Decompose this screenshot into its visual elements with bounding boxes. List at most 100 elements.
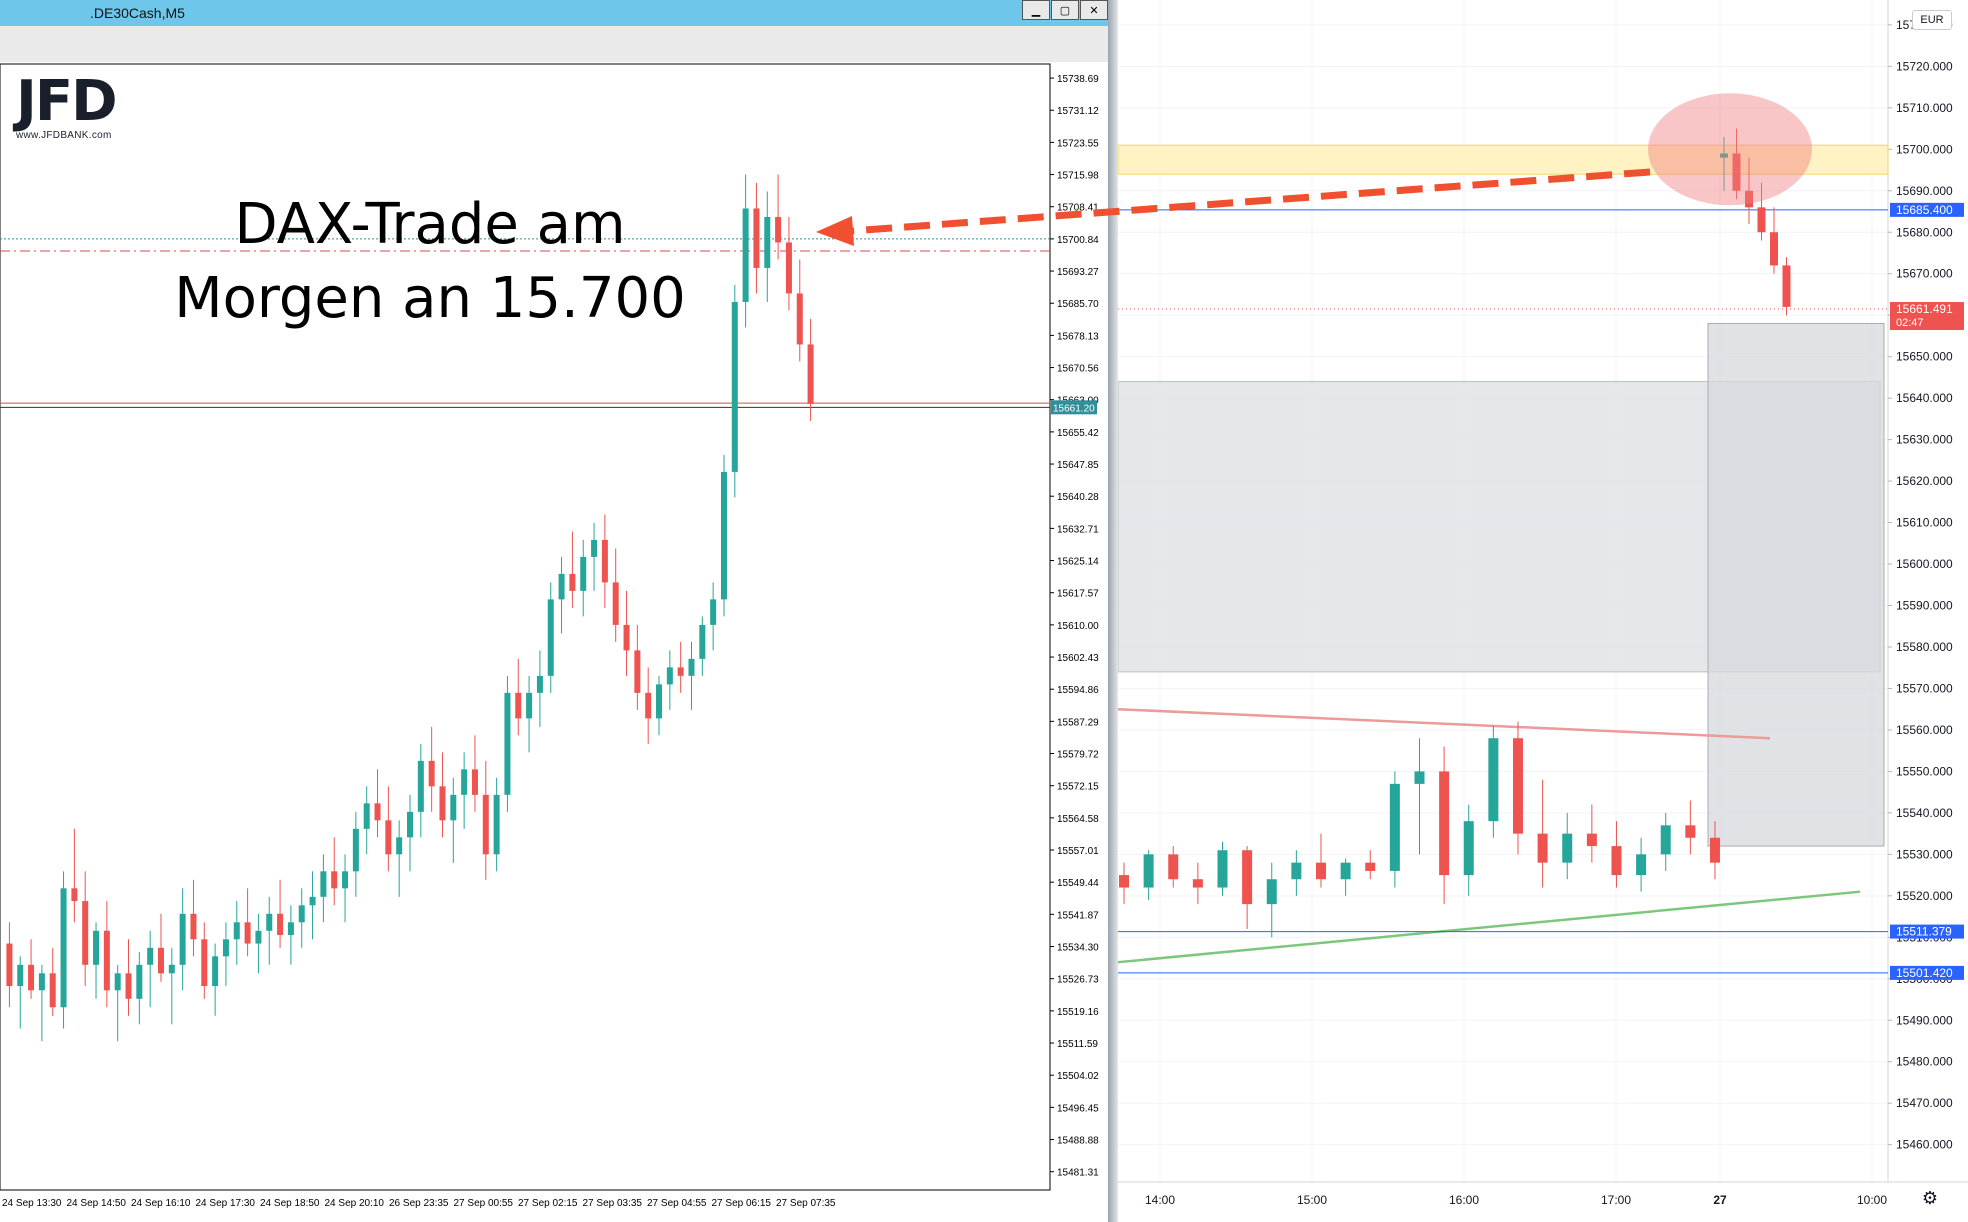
y-tick-label: 15570.000 [1896,681,1953,695]
y-tick-label: 15541.87 [1057,910,1099,921]
price-badge-15685: 15685.400 [1896,203,1953,217]
candle-body [1242,850,1253,905]
y-tick-label: 15640.28 [1057,492,1099,503]
y-tick-label: 15511.59 [1057,1039,1098,1050]
y-tick-label: 15530.000 [1896,847,1953,861]
candle-body [580,556,587,591]
y-tick-label: 15690.000 [1896,184,1953,198]
minimize-button[interactable]: ▁ [1022,0,1050,20]
candle-body [1685,825,1696,838]
candle-body [147,947,154,965]
price-badge-bg [1051,400,1097,415]
price-badge: 15661.20 [1053,403,1095,414]
y-tick-label: 15480.000 [1896,1055,1953,1069]
logo-url: www.JFDBANK.com [16,130,112,141]
x-tick-label: 14:00 [1145,1193,1175,1207]
x-tick-label: 24 Sep 17:30 [196,1198,256,1209]
candle-body [1636,854,1647,876]
y-tick-label: 15700.84 [1057,235,1099,246]
maximize-button[interactable]: ▢ [1051,0,1079,20]
candle-body [731,301,738,472]
y-tick-label: 15481.31 [1057,1168,1099,1179]
logo-text: JFD [16,69,118,134]
candle-body [645,692,652,719]
y-tick-label: 15632.71 [1057,524,1099,535]
candle-body [742,208,749,302]
candle-body [634,650,641,693]
y-tick-label: 15557.01 [1057,846,1099,857]
y-tick-label: 15488.88 [1057,1136,1099,1147]
candle-body [1611,846,1622,876]
y-tick-label: 15710.000 [1896,101,1953,115]
close-button[interactable]: ✕ [1080,0,1108,20]
candle-body [699,624,706,659]
candle-body [60,888,67,1008]
gear-icon[interactable]: ⚙ [1921,1188,1938,1208]
window-titlebar[interactable]: .DE30Cash,M5 ▁ ▢ ✕ [0,0,1108,26]
price-badge-15511: 15511.379 [1896,925,1952,939]
candle-body [266,913,273,931]
y-tick-label: 15519.16 [1057,1007,1099,1018]
candle-body [1217,850,1228,888]
candle-body [569,573,576,591]
y-tick-label: 15560.000 [1896,723,1953,737]
candle-body [114,973,121,991]
y-tick-label: 15572.15 [1057,782,1099,793]
candle-body [1660,825,1671,855]
candle-body [1586,833,1597,847]
candle-body [1389,783,1400,871]
annotation-line-1: DAX-Trade am [234,192,626,257]
y-tick-label: 15647.85 [1057,460,1099,471]
y-tick-label: 15549.44 [1057,878,1099,889]
x-tick-label: 27 Sep 04:55 [647,1198,707,1209]
candle-body [623,624,630,651]
y-tick-label: 15594.86 [1057,685,1099,696]
x-tick-label: 26 Sep 23:35 [389,1198,449,1209]
candle-body [298,905,305,923]
candle-body [471,769,478,795]
candle-body [71,888,78,902]
right-candlestick-chart[interactable]: 15730.00015720.00015710.00015700.0001569… [1108,0,1968,1222]
annotation-line-2: Morgen an 15.700 [174,266,686,331]
candle-body [1537,833,1548,863]
y-tick-label: 15715.98 [1057,171,1099,182]
left-candlestick-chart[interactable]: 15738.69 15731.12 15723.55 15715.98 15708.41… [0,0,1108,1222]
candle-body [591,539,598,557]
candle-body [1720,153,1728,158]
y-tick-label: 15617.57 [1057,589,1099,600]
candle-body [320,871,327,897]
price-badge-last: 15661.491 [1896,302,1953,316]
x-tick-label: 27 Sep 03:35 [583,1198,643,1209]
y-tick-label: 15700.000 [1896,142,1953,156]
candle-body [233,922,240,940]
candle-body [1562,833,1573,863]
y-tick-label: 15630.000 [1896,433,1953,447]
candle-body [1439,771,1450,876]
candle-body [201,939,208,987]
candle-body [255,930,262,944]
window-controls: ▁ ▢ ✕ [1021,0,1108,20]
candle-body [1512,738,1523,834]
support-trendline [1117,890,1861,964]
panel-divider [1108,0,1118,1222]
y-tick-label: 15723.55 [1057,138,1099,149]
candle-body [309,896,316,906]
price-badge-last-bg [1890,302,1964,331]
candle-body [82,901,89,965]
candle-body [1340,862,1351,880]
candle-body [1168,854,1179,880]
y-tick-label: 15738.69 [1057,74,1099,85]
x-tick-label: 27 Sep 02:15 [518,1198,578,1209]
candle-body [6,943,13,987]
y-tick-label: 15670.000 [1896,267,1953,281]
candle-body [1266,879,1277,905]
y-tick-label: 15655.42 [1057,428,1099,439]
highlight-circle [1648,93,1812,206]
projection-zone [1707,322,1885,847]
candle-body [363,803,370,829]
currency-select[interactable]: EUR [1912,10,1952,30]
candle-body [1757,207,1766,233]
candle-body [753,208,760,268]
y-tick-label: 15610.00 [1057,621,1099,632]
y-tick-label: 15496.45 [1057,1103,1099,1114]
